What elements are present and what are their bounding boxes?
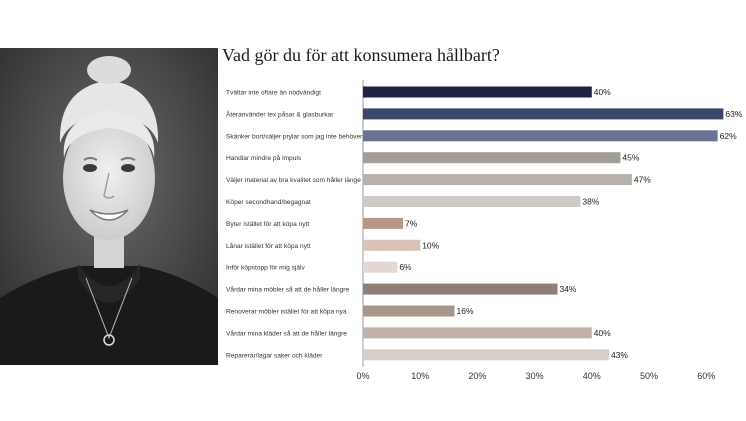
category-label: Väljer material av bra kvalitet som håll… bbox=[226, 176, 361, 184]
value-label: 6% bbox=[399, 262, 412, 272]
bar bbox=[363, 196, 581, 207]
value-label: 47% bbox=[634, 175, 651, 185]
category-label: Renoverar möbler istället för att köpa n… bbox=[226, 309, 347, 316]
category-label: Lånar istället för att köpa nytt bbox=[226, 242, 311, 250]
value-label: 7% bbox=[405, 218, 418, 228]
bar bbox=[363, 86, 592, 98]
value-label: 43% bbox=[611, 350, 628, 360]
bar bbox=[363, 108, 724, 120]
value-label: 16% bbox=[457, 306, 474, 316]
category-label: Reparerar/lagar saker och kläder bbox=[226, 352, 323, 359]
value-label: 10% bbox=[422, 240, 439, 250]
value-label: 40% bbox=[594, 328, 611, 338]
bar bbox=[363, 327, 592, 339]
value-label: 45% bbox=[622, 153, 639, 163]
bar bbox=[363, 349, 609, 361]
x-tick-label: 30% bbox=[526, 371, 544, 381]
portrait-photo bbox=[0, 48, 218, 365]
x-tick-label: 60% bbox=[697, 371, 715, 381]
bar bbox=[363, 261, 398, 273]
bar bbox=[363, 283, 558, 295]
value-label: 40% bbox=[594, 87, 611, 97]
bar bbox=[363, 152, 621, 164]
x-tick-label: 20% bbox=[468, 371, 486, 381]
value-label: 63% bbox=[725, 109, 742, 119]
category-label: Handlar mindre på impuls bbox=[226, 154, 302, 162]
value-label: 38% bbox=[582, 197, 599, 207]
category-label: Inför köpstopp för mig själv bbox=[226, 265, 305, 272]
category-label: Vårdar mina kläder så att de håller läng… bbox=[226, 329, 347, 337]
chart-title: Vad gör du för att konsumera hållbart? bbox=[222, 45, 500, 65]
bar bbox=[363, 217, 404, 229]
bar bbox=[363, 239, 421, 251]
category-label: Återanvänder tex påsar & glasburkar bbox=[226, 109, 334, 118]
value-label: 34% bbox=[559, 284, 576, 294]
category-label: Byter istället för att köpa nytt bbox=[226, 221, 309, 228]
x-tick-label: 40% bbox=[583, 371, 601, 381]
category-label: Köper secondhand/begagnat bbox=[226, 199, 311, 206]
bar bbox=[363, 130, 718, 142]
category-label: Vårdar mina möbler så att de håller läng… bbox=[226, 286, 349, 294]
x-tick-label: 50% bbox=[640, 371, 658, 381]
bar bbox=[363, 174, 632, 186]
category-label: Skänker bort/säljer prylar som jag inte … bbox=[226, 133, 363, 140]
bar bbox=[363, 305, 455, 317]
x-tick-label: 0% bbox=[356, 371, 369, 381]
value-label: 62% bbox=[720, 131, 737, 141]
category-label: Tvättar inte oftare än nödvändigt bbox=[226, 90, 321, 97]
x-tick-label: 10% bbox=[411, 371, 429, 381]
portrait-illustration bbox=[0, 48, 218, 365]
